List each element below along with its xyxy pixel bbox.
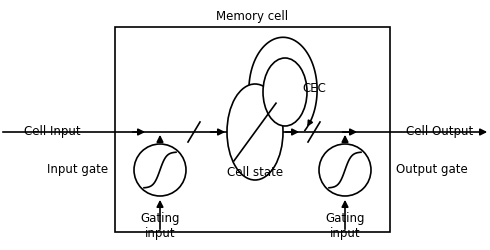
Text: Input gate: Input gate bbox=[47, 164, 108, 176]
Circle shape bbox=[134, 144, 186, 196]
Text: Memory cell: Memory cell bbox=[216, 10, 288, 23]
Circle shape bbox=[319, 144, 371, 196]
Bar bbox=[115, 27, 390, 232]
Ellipse shape bbox=[263, 58, 307, 126]
Text: Gating
input: Gating input bbox=[325, 212, 365, 240]
Text: Cell Input: Cell Input bbox=[24, 126, 80, 138]
Ellipse shape bbox=[227, 84, 283, 180]
Text: Cell Output: Cell Output bbox=[406, 126, 474, 138]
Text: Cell state: Cell state bbox=[227, 166, 283, 178]
Text: Gating
input: Gating input bbox=[140, 212, 180, 240]
Text: CEC: CEC bbox=[302, 82, 326, 94]
Text: Output gate: Output gate bbox=[396, 164, 468, 176]
